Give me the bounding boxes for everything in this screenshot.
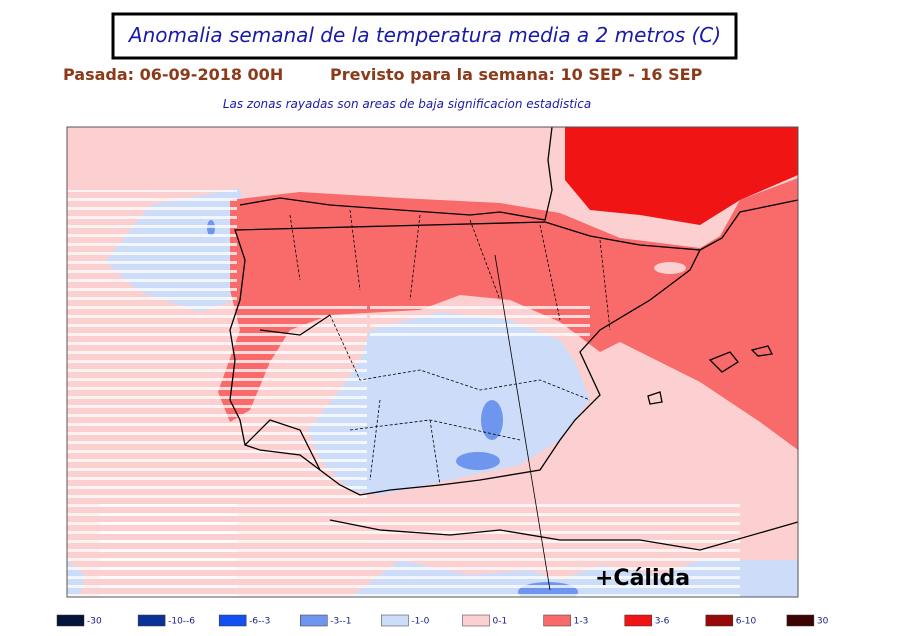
legend-swatch — [300, 614, 328, 627]
title-box — [111, 12, 738, 60]
legend-swatch — [462, 614, 490, 627]
legend-swatch — [137, 614, 166, 627]
title: Anomalia semanal de la temperatura media… — [127, 23, 721, 47]
legend-swatch — [705, 614, 734, 627]
legend-label: 3-6 — [655, 617, 670, 627]
legend-label: 0-1 — [493, 617, 508, 627]
legend-label: -1-0 — [411, 617, 429, 627]
legend-swatch — [624, 614, 652, 627]
map-frame — [66, 126, 799, 598]
legend-swatch — [56, 614, 85, 627]
subtitle-right: Previsto para la semana: 10 SEP - 16 SEP — [330, 65, 703, 84]
legend-swatch — [543, 614, 571, 627]
legend-swatch — [786, 614, 815, 627]
subtitle-left: Pasada: 06-09-2018 00H — [63, 65, 283, 84]
legend-label: -30 — [87, 617, 102, 627]
legend-label: -6--3 — [249, 617, 270, 627]
legend: -30 -10--6 -6--3 -3--1 -1-0 0-1 1-3 3-6 6-10 30 — [56, 614, 829, 627]
legend-swatch — [381, 614, 409, 627]
legend-label: -10--6 — [168, 617, 195, 627]
map — [67, 127, 798, 597]
legend-swatch — [218, 614, 247, 627]
legend-label: 1-3 — [574, 617, 589, 627]
legend-label: 30 — [817, 617, 829, 627]
map-annotation: +Cálida — [595, 566, 690, 591]
note: Las zonas rayadas son areas de baja sign… — [223, 97, 591, 111]
legend-label: -3--1 — [330, 617, 351, 627]
legend-label: 6-10 — [736, 617, 757, 627]
